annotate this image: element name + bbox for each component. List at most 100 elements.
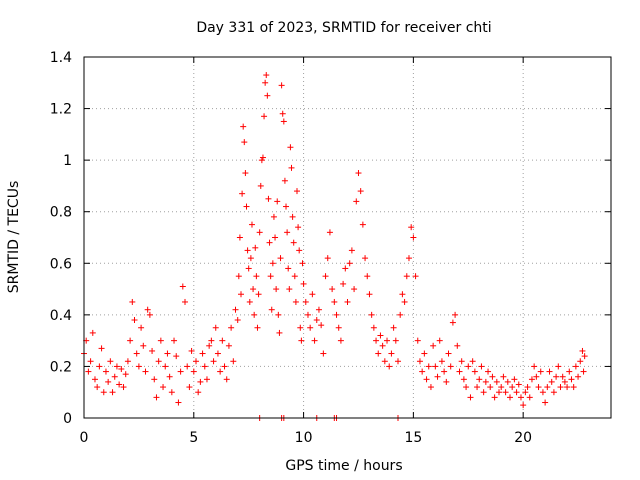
data-point [286, 286, 293, 293]
data-point [105, 378, 112, 385]
data-point [153, 394, 160, 401]
data-point [388, 350, 395, 357]
data-point [192, 358, 199, 365]
data-point [236, 234, 243, 241]
data-point [430, 342, 437, 349]
y-tick-label: 0.6 [50, 256, 72, 272]
data-point [366, 291, 373, 298]
data-point [245, 265, 252, 272]
data-point [266, 239, 273, 246]
data-point [528, 376, 535, 383]
data-point [299, 260, 306, 267]
data-point [262, 79, 269, 86]
data-point [395, 358, 402, 365]
data-point [447, 363, 454, 370]
data-point [155, 358, 162, 365]
data-point [357, 188, 364, 195]
data-point [533, 373, 540, 380]
data-point [223, 376, 230, 383]
data-point [566, 368, 573, 375]
data-point [212, 324, 219, 331]
data-point [531, 363, 538, 370]
data-point [297, 324, 304, 331]
data-point [397, 311, 404, 318]
data-point [203, 376, 210, 383]
data-point [195, 389, 202, 396]
data-point [351, 286, 358, 293]
data-point [421, 350, 428, 357]
data-point [244, 247, 251, 254]
data-point [546, 368, 553, 375]
data-point [526, 394, 533, 401]
data-point [373, 337, 380, 344]
data-point [221, 363, 228, 370]
data-point [423, 376, 430, 383]
data-point [427, 384, 434, 391]
data-point [506, 394, 513, 401]
data-point [96, 363, 103, 370]
data-point [298, 337, 305, 344]
data-point [85, 368, 92, 375]
x-tick-label: 20 [514, 430, 532, 446]
data-point [265, 195, 272, 202]
data-point [259, 154, 266, 161]
y-tick-label: 1.2 [50, 102, 72, 118]
data-point [253, 273, 260, 280]
data-point [487, 384, 494, 391]
data-point [476, 376, 483, 383]
data-point [544, 384, 551, 391]
data-point [171, 337, 178, 344]
chart-title: Day 331 of 2023, SRMTID for receiver cht… [196, 20, 491, 36]
data-point [335, 324, 342, 331]
y-tick-label: 0.8 [50, 205, 72, 221]
data-point [118, 366, 125, 373]
data-point [208, 337, 215, 344]
data-point [219, 337, 226, 344]
data-point [412, 273, 419, 280]
data-point [346, 260, 353, 267]
data-point [296, 247, 303, 254]
data-point [287, 144, 294, 151]
data-point [295, 224, 302, 231]
data-point [553, 373, 560, 380]
data-point [290, 239, 297, 246]
data-point [284, 229, 291, 236]
x-tick-labels: 0 5 10 15 20 [80, 430, 533, 446]
data-point [535, 384, 542, 391]
data-point [300, 280, 307, 287]
data-point [392, 337, 399, 344]
data-point [482, 378, 489, 385]
data-point [452, 311, 459, 318]
data-point [401, 298, 408, 305]
data-point [238, 291, 245, 298]
data-point [478, 363, 485, 370]
data-point [116, 381, 123, 388]
data-point [403, 273, 410, 280]
y-tick-label: 0.2 [50, 359, 72, 375]
data-point [337, 337, 344, 344]
data-point [504, 378, 511, 385]
plot-frame [83, 56, 612, 419]
data-point [230, 358, 237, 365]
x-tick-label: 0 [80, 430, 89, 446]
data-point [234, 317, 241, 324]
data-point [206, 342, 213, 349]
data-point [522, 389, 529, 396]
data-point [280, 118, 287, 125]
data-point [509, 384, 516, 391]
data-point [256, 229, 263, 236]
data-point [441, 368, 448, 375]
data-point [493, 378, 500, 385]
data-point [561, 378, 568, 385]
data-point [160, 384, 167, 391]
data-point [348, 247, 355, 254]
data-point [279, 110, 286, 117]
data-point [570, 384, 577, 391]
data-point [240, 123, 247, 130]
data-point [405, 255, 412, 262]
data-point [322, 273, 329, 280]
data-point [542, 399, 549, 406]
x-tick-label: 15 [404, 430, 422, 446]
data-point [344, 298, 351, 305]
data-point [261, 113, 268, 120]
